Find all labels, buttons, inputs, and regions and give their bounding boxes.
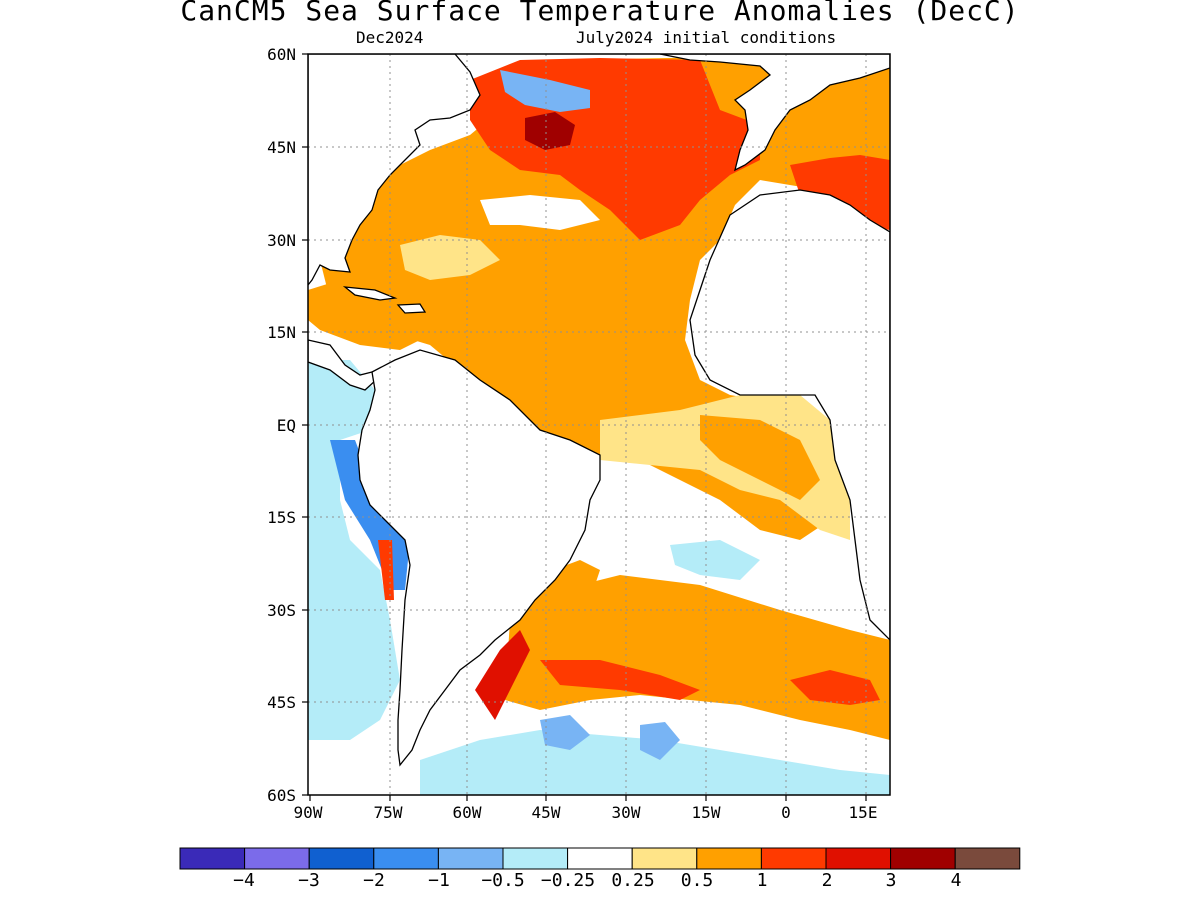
map-field xyxy=(308,54,890,795)
hispaniola-land xyxy=(396,303,427,314)
anomaly-caribbean-orange xyxy=(308,280,440,350)
anomaly-labrador-blue xyxy=(500,70,590,112)
lat-label-15s: 15S xyxy=(267,508,296,527)
anomaly-guinea-orange xyxy=(700,415,820,500)
anomaly-gulfstream-darkred xyxy=(525,112,575,150)
anomaly-southatlantic-band-orange xyxy=(505,575,890,740)
landmasses xyxy=(308,54,890,767)
lat-label-60n: 60N xyxy=(267,45,296,64)
colorbar-label: 1 xyxy=(756,870,768,891)
colorbar-label: 0.5 xyxy=(680,870,714,891)
graticule xyxy=(308,54,890,795)
colorbar xyxy=(179,847,1021,870)
colorbar-label: 3 xyxy=(885,870,897,891)
lat-label-30n: 30N xyxy=(267,231,296,250)
colorbar-label: 2 xyxy=(821,870,833,891)
lon-label-15e: 15E xyxy=(848,803,878,822)
anomaly-midatlantic-yellow xyxy=(400,235,500,280)
anomaly-southern-ocean-lightblue xyxy=(420,730,890,795)
colorbar-swatch xyxy=(437,847,504,870)
colorbar-swatch xyxy=(179,847,246,870)
colorbar-label: −0.5 xyxy=(481,870,525,891)
anomaly-mediterranean-red xyxy=(790,155,890,230)
colorbar-swatch xyxy=(760,847,827,870)
lat-label-15n: 15N xyxy=(267,323,296,342)
colorbar-swatch xyxy=(631,847,698,870)
colorbar-swatch xyxy=(567,847,633,870)
colorbar-swatch xyxy=(890,847,956,870)
south-america-land xyxy=(357,349,601,767)
lon-label-0: 0 xyxy=(781,803,791,822)
colorbar-swatch xyxy=(696,847,762,870)
colorbar-swatch xyxy=(954,847,1021,870)
lat-label-30s: 30S xyxy=(267,601,296,620)
greenland-iceland-europe-land xyxy=(659,54,890,172)
anomaly-southatlantic-red-streak xyxy=(540,660,700,700)
initial-conditions: July2024 initial conditions xyxy=(576,28,837,47)
cuba-land xyxy=(342,286,398,301)
map-title: CanCM5 Sea Surface Temperature Anomalies… xyxy=(180,0,1020,27)
colorbar-label: −3 xyxy=(298,870,320,891)
anomaly-southwest-red xyxy=(475,630,530,720)
colorbar-label: 0.25 xyxy=(611,870,655,891)
colorbar-swatch xyxy=(244,847,310,870)
anomaly-pacific-lightblue xyxy=(308,360,400,740)
colorbar-label: −4 xyxy=(233,870,255,891)
north-america-land xyxy=(308,54,481,287)
colorbar-label: −1 xyxy=(428,870,450,891)
colorbar-label: −0.25 xyxy=(540,870,596,891)
colorbar-swatch xyxy=(308,847,375,870)
axis-ticks xyxy=(302,53,867,801)
anomaly-equatorial-yellow xyxy=(600,395,850,540)
lon-label-30w: 30W xyxy=(611,803,641,822)
anomaly-southern-ocean-blue-2 xyxy=(640,722,680,760)
lon-label-75w: 75W xyxy=(373,803,403,822)
lat-label-45n: 45N xyxy=(267,138,296,157)
anomaly-southern-ocean-blue xyxy=(540,715,590,750)
colorbar-swatch xyxy=(502,847,569,870)
lat-label-45s: 45S xyxy=(267,693,296,712)
anomaly-subtropic-lightblue xyxy=(670,540,760,580)
anomaly-southeast-red xyxy=(790,670,880,705)
lon-label-90w: 90W xyxy=(293,803,323,822)
colorbar-swatch xyxy=(373,847,439,870)
lon-label-60w: 60W xyxy=(452,803,482,822)
colorbar-label: −2 xyxy=(363,870,385,891)
lon-label-45w: 45W xyxy=(531,803,561,822)
anomaly-peru-red xyxy=(378,540,394,600)
lat-label-eq: EQ xyxy=(276,416,296,435)
africa-land xyxy=(689,189,890,641)
lon-label-15w: 15W xyxy=(691,803,721,822)
lat-label-60s: 60S xyxy=(267,786,296,805)
anomaly-midatlantic-white xyxy=(480,195,600,230)
colorbar-label: 4 xyxy=(950,870,962,891)
colorbar-swatch xyxy=(825,847,892,870)
forecast-month: Dec2024 xyxy=(356,28,424,47)
